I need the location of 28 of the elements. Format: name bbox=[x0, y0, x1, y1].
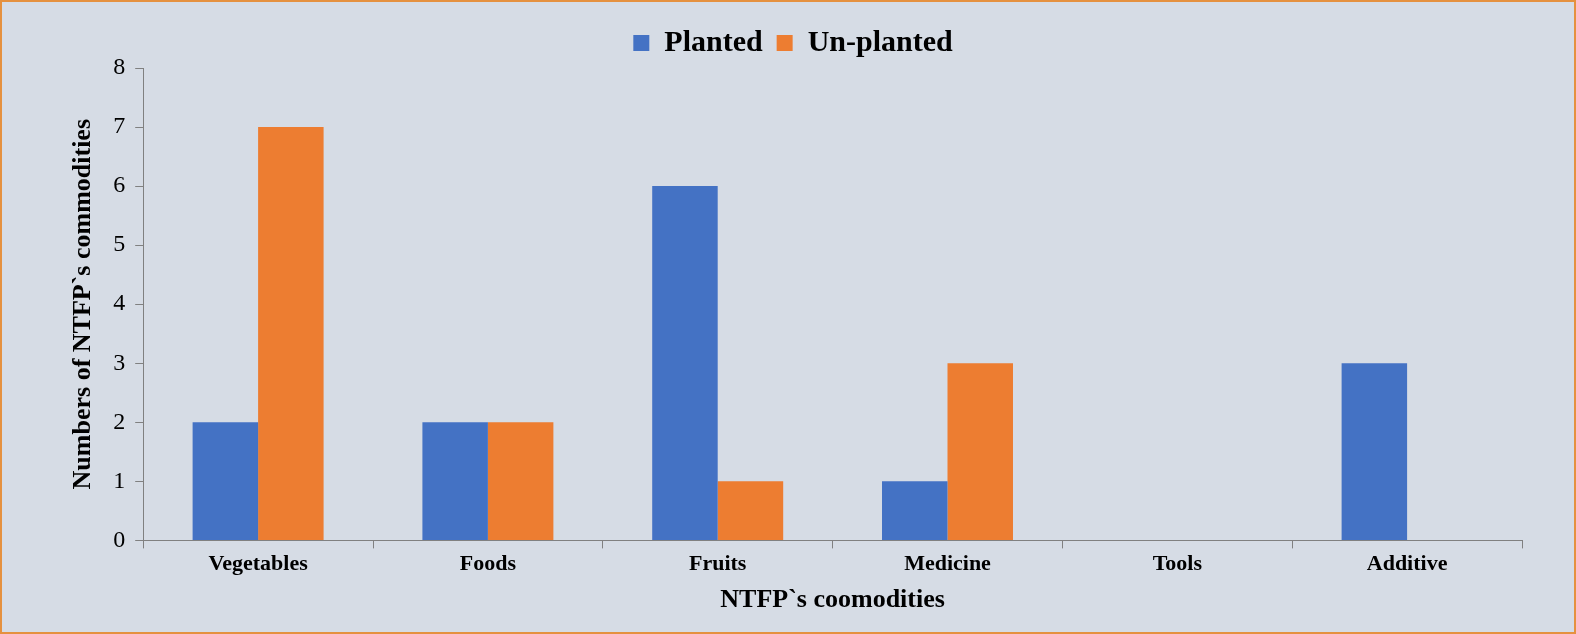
x-tick-label: Additive bbox=[1366, 550, 1448, 576]
y-tick-label: 4 bbox=[113, 289, 126, 316]
y-tick-label: 8 bbox=[113, 53, 126, 80]
legend-label: Un-planted bbox=[807, 23, 953, 57]
x-tick-label: Medicine bbox=[904, 550, 992, 576]
y-tick-label: 1 bbox=[113, 466, 126, 493]
bar bbox=[717, 481, 784, 540]
x-tick-label: Fruits bbox=[688, 550, 747, 576]
bar bbox=[1341, 363, 1408, 540]
bar bbox=[258, 127, 324, 540]
y-tick-label: 6 bbox=[113, 171, 126, 198]
x-tick-label: Vegetables bbox=[208, 550, 309, 576]
y-tick-label: 7 bbox=[113, 112, 126, 139]
bar bbox=[947, 363, 1013, 540]
bar bbox=[487, 422, 554, 540]
bar bbox=[192, 422, 259, 540]
y-tick-label: 2 bbox=[113, 407, 126, 434]
y-axis-title: Numbers of NTFP`s commodities bbox=[67, 118, 97, 490]
bar bbox=[882, 481, 948, 540]
bar bbox=[422, 422, 488, 540]
x-tick-label: Foods bbox=[459, 550, 517, 576]
x-tick-label: Tools bbox=[1152, 550, 1203, 576]
y-tick-label: 5 bbox=[113, 230, 126, 257]
bar bbox=[652, 186, 718, 540]
y-tick-label: 3 bbox=[113, 348, 126, 375]
y-tick-label: 0 bbox=[113, 525, 126, 552]
legend-label: Planted bbox=[664, 23, 763, 57]
x-axis-title: NTFP`s coomodities bbox=[720, 584, 945, 614]
